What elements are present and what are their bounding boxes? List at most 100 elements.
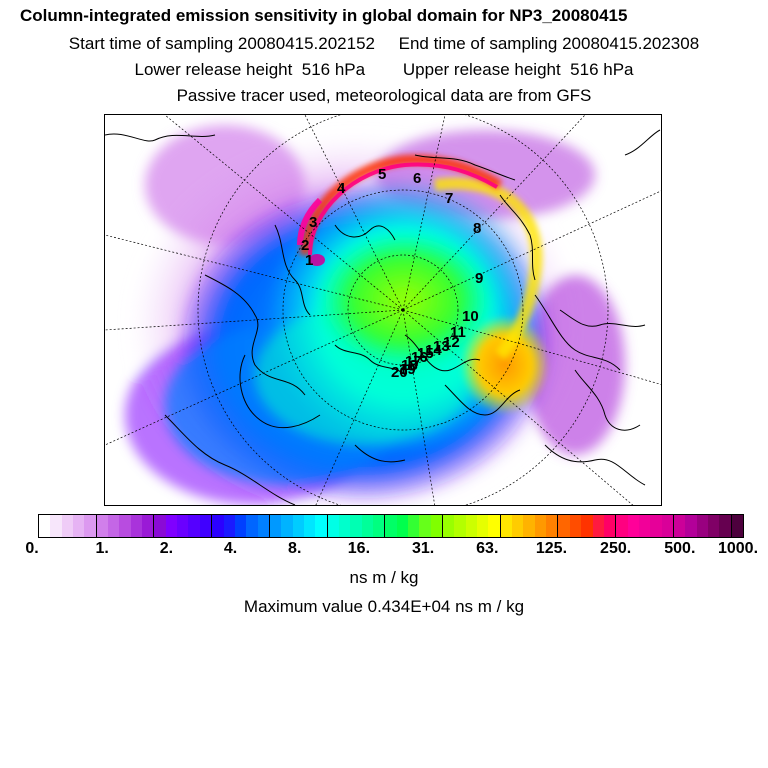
colorbar-swatch [350,515,362,537]
colorbar-swatch [108,515,120,537]
colorbar-swatch [199,515,212,537]
coastlines [105,129,661,505]
colorbar-swatch [603,515,616,537]
colorbar-swatch [315,515,327,537]
trajectory-label: 2 [301,237,309,254]
colorbar-swatch [188,515,200,537]
colorbar-swatch [84,515,96,537]
colorbar-tick-label: 1000. [717,540,759,557]
colorbar-swatch [268,515,282,537]
trajectory-label: 17 [405,353,422,370]
colorbar-tick-label: 1. [95,540,109,557]
colorbar-swatch [661,515,673,537]
colorbar-swatch [338,515,351,537]
map-panel: 1 2 3 4 5 6 7 8 9 10 11 12 13 14 15 16 1… [104,114,662,506]
colorbar-swatch [234,515,247,537]
colorbar-swatch [61,515,74,537]
colorbar-swatch [546,515,558,537]
colorbar-swatch [477,515,489,537]
colorbar-swatch [696,515,708,537]
colorbar-tick-label: 31. [411,540,435,557]
colorbar-swatch [153,515,166,537]
colorbar-swatch [672,515,686,537]
colorbar-swatch [281,515,293,537]
colorbar-swatch [303,515,316,537]
trajectory-label: 20 [391,364,408,381]
colorbar-swatch [396,515,408,537]
colorbar-swatch [177,515,189,537]
colorbar-tick-label: 125. [535,540,568,557]
trajectory-label: 11 [450,324,466,341]
colorbar-swatch [442,515,455,537]
colorbar-swatch [119,515,131,537]
trajectory-label: 14 [425,342,442,359]
trajectory-label: 1 [305,252,313,269]
colorbar-swatch [685,515,697,537]
colorbar-swatch [430,515,443,537]
colorbar-tick-label: 0. [25,540,39,557]
maximum-value-label: Maximum value 0.434E+04 ns m / kg [243,597,525,616]
trajectory-label: 5 [378,166,386,183]
colorbar-swatch [650,515,662,537]
colorbar-swatch [257,515,269,537]
trajectory-label: 7 [445,190,453,207]
colorbar-tick-label: 63. [476,540,499,557]
colorbar-swatch [50,515,62,537]
colorbar-swatch [730,515,743,537]
colorbar-swatch [569,515,582,537]
trajectory-label: 19 [399,361,416,378]
colorbar-swatch [73,515,85,537]
trajectory-label: 15 [417,345,434,362]
colorbar-swatch [292,515,304,537]
colorbar-swatch [165,515,178,537]
trajectory-label: 9 [475,270,483,287]
colorbar-swatch [454,515,466,537]
release-height-line: Lower release height 516 hPa Upper relea… [134,60,634,79]
colorbar-swatch [512,515,524,537]
colorbar-tick-label: 500. [664,540,696,557]
colorbar-swatch [211,515,224,537]
colorbar-swatch [534,515,547,537]
trajectory-label: 13 [433,338,450,355]
sensitivity-arc [297,154,503,266]
sensitivity-field-east [434,177,550,415]
colorbar-swatch [557,515,570,537]
sensitivity-field-green [315,230,495,370]
colorbar-swatch [419,515,431,537]
colorbar-tick-label: 2. [159,540,174,557]
trajectory-label: 6 [413,170,421,187]
colorbar-swatch [361,515,373,537]
colorbar-swatch [638,515,651,537]
colorbar-swatch [592,515,604,537]
polar-map: 1 2 3 4 5 6 7 8 9 10 11 12 13 14 15 16 1… [105,115,661,505]
colorbar-swatch [581,515,593,537]
colorbar-swatch [465,515,478,537]
colorbar-tick-label: 250. [600,540,632,557]
colorbar-swatch [523,515,535,537]
colorbar-swatch [246,515,258,537]
chart-title: Column-integrated emission sensitivity i… [20,6,628,25]
trajectory-label: 4 [337,180,346,197]
trajectory-label: 10 [462,308,479,325]
colorbar-swatch [384,515,397,537]
colorbar-swatch [39,515,51,537]
trajectory-label: 8 [473,220,481,237]
sampling-time-line: Start time of sampling 20080415.202152 E… [68,34,700,53]
colorbar-swatch [408,515,420,537]
colorbar-swatch [499,515,513,537]
colorbar-swatch [223,515,235,537]
tracer-info-line: Passive tracer used, meteorological data… [176,86,592,105]
colorbar-swatch [615,515,628,537]
trajectory-label: 16 [411,349,428,366]
colorbar-tick-label: 4. [223,540,238,557]
trajectory-labels: 1 2 3 4 5 6 7 8 9 10 11 12 13 14 15 16 1… [301,166,483,381]
colorbar-swatch [627,515,639,537]
colorbar-swatch [719,515,731,537]
colorbar-swatch [130,515,143,537]
colorbar-tick-label: 16. [347,540,371,557]
colorbar-tick-label: 8. [288,540,302,557]
colorbar-swatch [707,515,720,537]
colorbar-unit-label: ns m / kg [349,568,419,587]
trajectory-label: 12 [443,334,460,351]
colorbar-swatch [95,515,109,537]
